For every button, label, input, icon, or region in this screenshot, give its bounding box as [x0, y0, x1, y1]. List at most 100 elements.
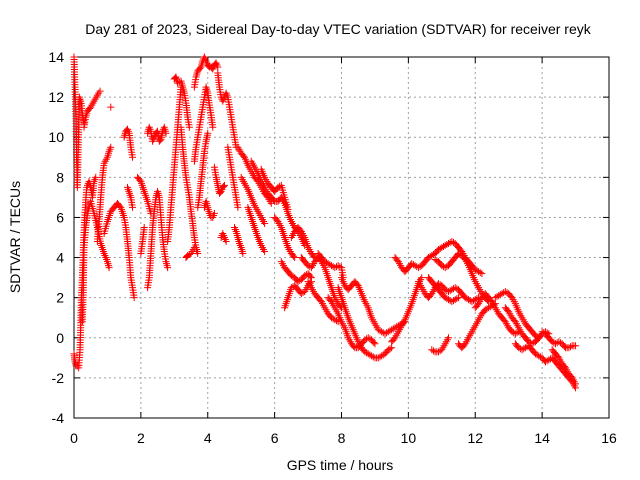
data-point — [388, 344, 396, 352]
data-point — [214, 63, 222, 71]
series-arc-20 — [194, 129, 212, 211]
data-point — [386, 345, 394, 353]
data-point — [107, 103, 115, 111]
data-point — [105, 264, 113, 272]
x-tick-label: 16 — [601, 430, 617, 446]
series-arc-49 — [471, 290, 523, 338]
series-arc-08 — [120, 125, 137, 161]
series-arc-39 — [324, 294, 379, 352]
y-tick-label: 0 — [56, 330, 64, 346]
series-arc-05 — [93, 143, 115, 246]
series-arc-41 — [338, 274, 409, 338]
y-tick-label: 12 — [48, 89, 64, 105]
y-tick-label: -2 — [52, 370, 65, 386]
data-point — [210, 209, 218, 217]
series-arc-07 — [100, 199, 138, 302]
series-arc-16 — [177, 123, 202, 258]
series-arc-51 — [501, 304, 553, 348]
y-axis-label: SDTVAR / TECUs — [7, 181, 23, 293]
series-arc-25 — [224, 143, 242, 211]
data-point — [369, 353, 377, 361]
y-tick-label: 6 — [56, 209, 64, 225]
data-point — [261, 248, 269, 256]
data-point — [572, 380, 580, 388]
x-tick-label: 8 — [338, 430, 346, 446]
y-tick-label: 8 — [56, 169, 64, 185]
series-arc-46 — [428, 334, 452, 356]
data-point — [453, 295, 461, 303]
data-point — [130, 294, 138, 302]
chart-title: Day 281 of 2023, Sidereal Day-to-day VTE… — [85, 21, 591, 37]
data-point — [209, 123, 217, 131]
y-tick-label: 10 — [48, 129, 64, 145]
series-arc-38 — [314, 250, 347, 282]
series-arc-33 — [277, 258, 315, 286]
data-point — [164, 264, 172, 272]
series-arc-40 — [334, 284, 396, 362]
data-point — [156, 136, 164, 144]
x-tick-label: 4 — [204, 430, 212, 446]
data-point — [190, 244, 198, 252]
data-point — [490, 301, 498, 309]
x-tick-labels: 0 2 4 6 8 10 12 14 16 — [70, 430, 617, 446]
data-point — [476, 269, 484, 277]
series-arc-23 — [214, 69, 240, 151]
grid-lines — [74, 57, 609, 418]
data-point — [290, 252, 298, 260]
y-tick-label: 2 — [56, 290, 64, 306]
series-arc-48 — [455, 300, 499, 352]
series-arc-37 — [304, 278, 342, 326]
data-point — [239, 250, 247, 258]
data-point — [478, 270, 486, 278]
data-point — [116, 202, 124, 210]
series-arc-01 — [70, 53, 88, 191]
data-point — [567, 343, 575, 351]
series-arc-14 — [164, 83, 185, 246]
data-point — [140, 223, 148, 231]
series-arc-29 — [244, 203, 269, 256]
data-point — [445, 334, 452, 342]
series-arc-11 — [137, 223, 148, 258]
data-point — [455, 294, 463, 302]
series-arc-03 — [80, 87, 104, 131]
data-point — [220, 182, 228, 190]
data-point — [399, 319, 407, 327]
data-point — [96, 87, 104, 95]
series-arc-13 — [144, 187, 172, 292]
data-point — [291, 254, 299, 262]
series-arc-24 — [217, 229, 230, 246]
data-point — [336, 263, 344, 271]
data-points — [70, 53, 580, 392]
data-point — [284, 205, 292, 213]
x-tick-label: 14 — [534, 430, 550, 446]
series-arc-18 — [190, 53, 222, 91]
x-axis-label: GPS time / hours — [287, 457, 394, 473]
series-arc-32 — [271, 213, 299, 262]
series-arc-15 — [170, 73, 193, 131]
series-arc-19 — [190, 83, 217, 165]
data-point — [418, 274, 426, 282]
data-point — [222, 238, 230, 246]
data-point — [196, 64, 204, 72]
data-point — [129, 153, 137, 161]
data-point — [261, 219, 269, 227]
data-point — [371, 340, 379, 348]
series-arc-06 — [107, 103, 115, 111]
data-point — [216, 188, 224, 196]
series-arc-22 — [210, 163, 228, 197]
data-point — [136, 176, 144, 184]
data-point — [429, 347, 437, 355]
data-point — [153, 128, 161, 136]
series-arc-31 — [257, 165, 292, 213]
series-arc-28 — [237, 173, 269, 227]
series-arc-26 — [231, 223, 247, 258]
data-point — [107, 143, 115, 151]
data-point — [572, 342, 580, 350]
x-tick-label: 2 — [137, 430, 145, 446]
x-tick-label: 12 — [467, 430, 483, 446]
series-arc-21 — [200, 197, 218, 221]
series-arc-47 — [431, 250, 493, 306]
y-tick-label: -4 — [52, 410, 65, 426]
y-tick-labels: -4 -2 0 2 4 6 8 10 12 14 — [48, 49, 64, 426]
